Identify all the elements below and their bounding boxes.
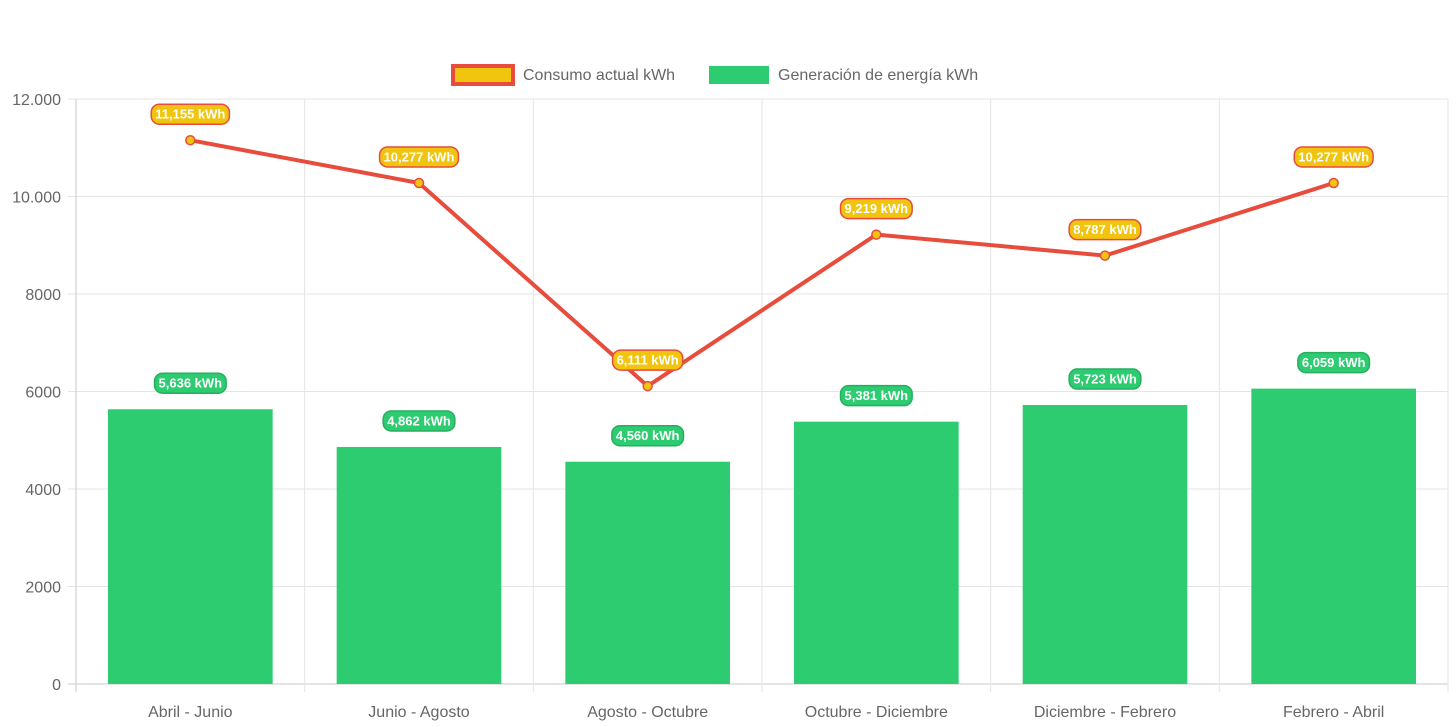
point-consumo: [871, 229, 882, 240]
x-tick-label: Diciembre - Febrero: [1034, 704, 1176, 721]
data-label-consumo: 10,277 kWh: [1293, 146, 1374, 168]
data-label-generacion-text: 6,059 kWh: [1302, 355, 1366, 370]
data-label-consumo: 6,111 kWh: [611, 349, 684, 371]
x-tick-label: Junio - Agosto: [368, 704, 470, 721]
axis-layer: 0 2000 4000 6000 8000 10.000 12.000 Abril - Jun…: [12, 92, 1384, 721]
legend-swatch-consumo[interactable]: [451, 64, 515, 86]
data-label-generacion-text: 4,560 kWh: [616, 428, 680, 443]
data-label-generacion: 4,862 kWh: [382, 410, 456, 432]
data-label-consumo-text: 8,787 kWh: [1073, 222, 1137, 237]
data-label-generacion: 5,381 kWh: [839, 384, 913, 407]
legend-label-consumo[interactable]: Consumo actual kWh: [523, 67, 675, 84]
bar-generacion: [794, 421, 959, 684]
data-label-generacion-box: [153, 372, 227, 394]
data-label-consumo-box: [611, 349, 684, 371]
data-label-generacion-box: [382, 410, 456, 432]
line-consumo: [189, 138, 1335, 389]
y-tick-label: 8000: [25, 287, 61, 304]
data-label-generacion-box: [1068, 368, 1142, 390]
data-label-consumo-text: 10,277 kWh: [384, 149, 455, 164]
data-label-consumo-box: [839, 197, 913, 220]
data-label-consumo: 8,787 kWh: [1068, 218, 1142, 241]
x-tick-label: Agosto - Octubre: [587, 704, 708, 721]
data-label-consumo-box: [1068, 218, 1142, 241]
data-label-consumo-box: [378, 146, 460, 168]
bar-generacion: [565, 461, 730, 684]
data-label-consumo-box: [150, 103, 231, 125]
bar-generacion: [1022, 405, 1188, 684]
data-label-consumo-box: [1293, 146, 1374, 168]
bar-generacion: [108, 409, 273, 684]
data-label-generacion-text: 4,862 kWh: [387, 413, 451, 428]
data-label-consumo-text: 6,111 kWh: [617, 353, 679, 368]
data-label-consumo-text: 10,277 kWh: [1298, 149, 1369, 164]
data-label-generacion-box: [611, 424, 685, 447]
data-label-consumo-text: 11,155 kWh: [155, 107, 225, 122]
data-label-consumo-text: 9,219 kWh: [845, 201, 909, 216]
x-tick-label: Febrero - Abril: [1283, 704, 1384, 721]
data-label-generacion-text: 5,636 kWh: [159, 376, 223, 391]
bars-layer: [108, 388, 1416, 684]
grid-layer: [68, 98, 1449, 692]
point-consumo: [185, 134, 196, 146]
legend: Consumo actual kWh Generación de energía…: [451, 64, 978, 86]
data-label-generacion-box: [1297, 351, 1371, 374]
x-tick-label: Abril - Junio: [148, 704, 233, 721]
y-tick-label: 12.000: [12, 92, 61, 109]
data-label-generacion: 5,636 kWh: [153, 372, 227, 394]
x-tick-label: Octubre - Diciembre: [805, 704, 948, 721]
data-label-generacion: 6,059 kWh: [1297, 351, 1371, 374]
y-tick-label: 6000: [25, 385, 61, 402]
data-label-generacion-text: 5,381 kWh: [845, 388, 909, 403]
point-consumo: [413, 177, 425, 189]
y-tick-label: 4000: [25, 482, 61, 499]
legend-label-generacion[interactable]: Generación de energía kWh: [778, 67, 978, 84]
point-consumo: [1328, 177, 1339, 189]
data-labels-layer: 5,636 kWh 4,862 kWh 4,560 kWh 5,381 kWh 5,72…: [150, 103, 1374, 447]
data-label-consumo: 9,219 kWh: [839, 197, 913, 220]
bar-generacion: [336, 446, 502, 684]
data-label-consumo: 11,155 kWh: [150, 103, 231, 125]
bar-generacion: [1251, 388, 1416, 684]
point-consumo: [642, 380, 653, 392]
y-tick-label: 2000: [25, 580, 61, 597]
legend-swatch-generacion[interactable]: [709, 66, 769, 84]
data-label-generacion-text: 5,723 kWh: [1073, 372, 1137, 387]
line-layer: [185, 134, 1339, 392]
data-label-generacion: 4,560 kWh: [611, 424, 685, 447]
y-tick-label: 10.000: [12, 190, 61, 207]
y-tick-label: 0: [52, 677, 61, 694]
data-label-consumo: 10,277 kWh: [378, 146, 460, 168]
data-label-generacion-box: [839, 384, 913, 407]
point-consumo: [1099, 250, 1111, 261]
data-label-generacion: 5,723 kWh: [1068, 368, 1142, 390]
